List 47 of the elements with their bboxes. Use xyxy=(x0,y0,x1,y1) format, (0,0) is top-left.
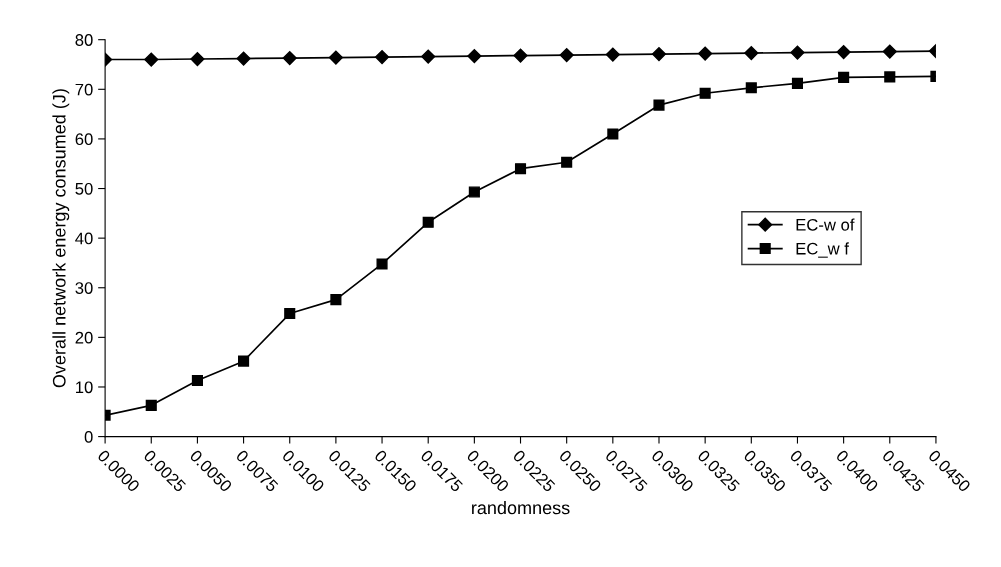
point xyxy=(513,48,528,63)
point xyxy=(791,77,804,89)
point xyxy=(282,50,297,66)
point xyxy=(653,99,665,111)
y-axis-title: Overall network energy consumed (J) xyxy=(52,89,70,388)
point xyxy=(376,258,388,270)
point xyxy=(651,46,667,62)
legend-label: EC_w f xyxy=(796,242,849,258)
point xyxy=(421,49,436,64)
point xyxy=(699,87,711,99)
point xyxy=(882,44,897,59)
y-tick-label: 0 xyxy=(84,430,93,443)
point xyxy=(561,156,573,168)
point xyxy=(145,399,157,411)
point xyxy=(374,49,390,65)
point xyxy=(467,48,482,64)
point xyxy=(191,374,203,387)
point xyxy=(330,294,342,306)
y-tick-label: 50 xyxy=(75,182,93,195)
point xyxy=(144,52,159,67)
point xyxy=(745,82,757,94)
point xyxy=(607,128,619,140)
point xyxy=(468,186,480,198)
point xyxy=(790,45,805,60)
y-tick-label: 30 xyxy=(75,282,93,294)
y-tick-label: 60 xyxy=(75,133,93,146)
point xyxy=(838,71,850,83)
x-axis-title: randomness xyxy=(472,500,570,515)
point xyxy=(884,71,896,83)
legend-label: EC-w of xyxy=(796,218,855,231)
point xyxy=(284,307,296,320)
y-tick-label: 80 xyxy=(75,34,93,46)
y-tick-label: 70 xyxy=(75,83,93,96)
point xyxy=(559,47,574,63)
y-tick-label: 10 xyxy=(76,381,93,394)
point xyxy=(190,51,205,67)
point xyxy=(836,45,851,60)
point xyxy=(514,163,527,175)
point xyxy=(328,50,343,65)
point xyxy=(605,47,620,62)
point xyxy=(236,51,251,66)
point xyxy=(744,46,759,61)
point xyxy=(238,355,250,367)
point xyxy=(698,46,713,61)
point xyxy=(422,216,434,228)
y-tick-label: 40 xyxy=(75,232,93,245)
y-tick-label: 20 xyxy=(75,331,93,344)
